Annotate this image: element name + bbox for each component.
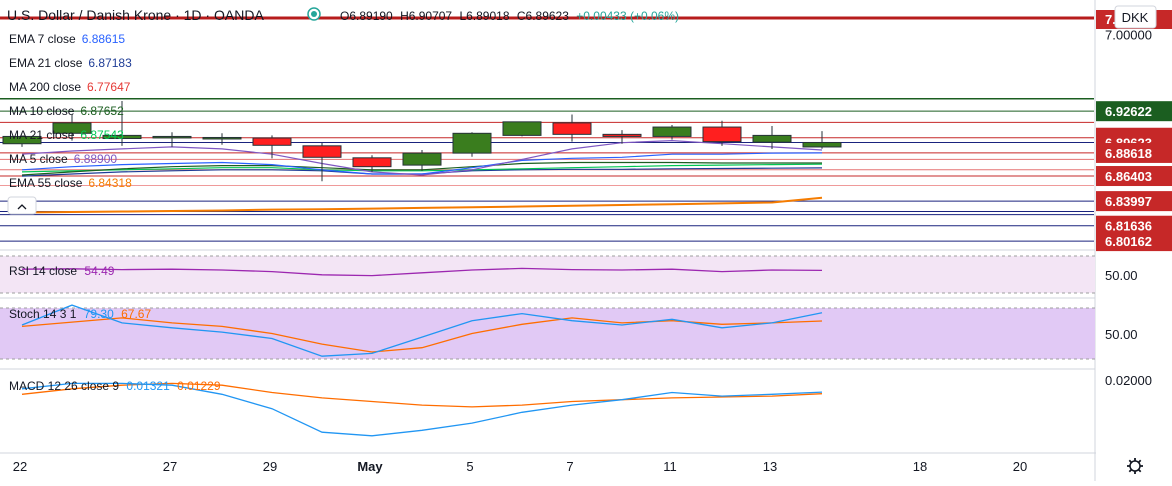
candle-body[interactable] [252,137,292,146]
rsi-pane [21,267,823,277]
macd-label[interactable]: MACD 12 26 close 9 0.01321 0.01229 [9,379,221,393]
symbol-title[interactable]: U.S. Dollar / Danish Krone · 1D · OANDA [7,7,264,23]
stoch-k-value: 79.30 [84,307,114,321]
stoch-axis-tick: 50.00 [1105,327,1138,342]
candle-body[interactable] [302,145,342,158]
ohlc-high: H6.90707 [400,9,452,23]
rsi-line[interactable] [21,267,823,277]
candle-body[interactable] [102,134,142,140]
candle-body[interactable] [452,132,492,154]
legend-item[interactable]: MA 200 close 6.77647 [9,80,131,94]
price-tag [1096,215,1172,236]
candle-body[interactable] [402,152,442,166]
macd-pane [21,382,823,437]
indicator-legend: EMA 7 close 6.88615 EMA 21 close 6.87183 MA … [9,32,132,190]
legend-value: 6.84318 [88,176,132,190]
legend-value: 6.87652 [80,104,124,118]
candle-body[interactable] [152,135,192,139]
legend-value: 6.87183 [88,56,132,70]
candlesticks[interactable] [2,100,842,182]
price-tag [1096,101,1172,122]
date-axis-tick: 5 [466,459,473,474]
date-axis-tick: 22 [13,459,27,474]
date-axis-tick: 29 [263,459,277,474]
candle-body[interactable] [702,126,742,143]
rsi-axis-tick: 50.00 [1105,268,1138,283]
legend-item[interactable]: MA 10 close 6.87652 [9,104,124,118]
macd-signal-value: 0.01229 [177,379,221,393]
date-axis[interactable]: 22 27 29 May 5 7 11 13 18 20 [13,459,1027,474]
ohlc-change: +0.00433 (+0.06%) [576,9,679,23]
date-axis-tick: 27 [163,459,177,474]
price-tag [1096,231,1172,252]
candle-body[interactable] [802,141,842,148]
candle-body[interactable] [502,121,542,136]
stoch-d-value: 67.67 [121,307,151,321]
ohlc-values: O6.89190 H6.90707 L6.89018 C6.89623 +0.0… [340,9,679,23]
price-tag-text: 6.88618 [1105,146,1152,161]
candle-body[interactable] [202,136,242,140]
legend-value: 6.88615 [82,32,126,46]
candle-body[interactable] [352,157,392,168]
stoch-label[interactable]: Stoch 14 3 1 79.30 67.67 [9,307,151,321]
date-axis-tick: 7 [566,459,573,474]
candle-body[interactable] [52,122,92,134]
macd-axis-tick: 0.02000 [1105,373,1152,388]
ma-line [21,139,823,176]
date-axis-tick: 11 [663,459,677,474]
candle-body[interactable] [2,135,42,145]
price-tag [1096,166,1172,187]
rsi-band [0,256,1095,293]
date-axis-tick: 20 [1013,459,1027,474]
currency-label: DKK [1122,10,1149,25]
ma-line [21,152,823,175]
price-tag-text: 6.80162 [1105,234,1152,249]
price-tag-text: 6.81636 [1105,219,1152,234]
ohlc-close: C6.89623 [517,9,569,23]
currency-button[interactable] [1114,5,1157,29]
price-tag [1096,142,1172,163]
legend-item[interactable]: EMA 7 close 6.88615 [9,32,125,46]
date-axis-tick: 18 [913,459,927,474]
legend-value: 6.88900 [74,152,118,166]
macd-value: 0.01321 [126,379,170,393]
date-axis-tick: 13 [763,459,777,474]
stoch-k-line[interactable] [21,304,823,357]
legend-item[interactable]: EMA 55 close 6.84318 [9,176,132,190]
price-tag [1096,191,1172,212]
date-axis-tick: May [357,459,383,474]
price-tag-text: 6.92622 [1105,104,1152,119]
rsi-value: 54.49 [84,264,114,278]
price-axis-labels: 7.000367.000006.926226.900746.896236.886… [1096,10,1172,252]
rsi-label[interactable]: RSI 14 close 54.49 [9,264,115,278]
candle-body[interactable] [602,133,642,137]
market-status-dot [311,11,317,17]
candle-body[interactable] [552,122,592,135]
candle-body[interactable] [752,134,792,143]
ma-line [21,196,823,214]
legend-value: 6.77647 [87,80,131,94]
symbol-header: U.S. Dollar / Danish Krone · 1D · OANDA … [7,7,679,23]
price-axis-tick: 7.00000 [1105,27,1152,42]
legend-item[interactable]: MA 21 close 6.87543 [9,128,124,142]
legend-item[interactable]: MA 5 close 6.88900 [9,152,117,166]
stoch-pane [21,304,823,357]
legend-value: 6.87543 [80,128,124,142]
price-tag-text: 6.86403 [1105,169,1152,184]
legend-item[interactable]: EMA 21 close 6.87183 [9,56,132,70]
chevron-up-icon [17,204,27,210]
stoch-band [0,308,1095,359]
macd-line[interactable] [21,382,823,437]
candle-body[interactable] [652,126,692,137]
settings-gear-icon[interactable] [1127,458,1143,474]
ohlc-low: L6.89018 [459,9,509,23]
ohlc-open: O6.89190 [340,9,393,23]
price-tag-text: 6.83997 [1105,194,1152,209]
